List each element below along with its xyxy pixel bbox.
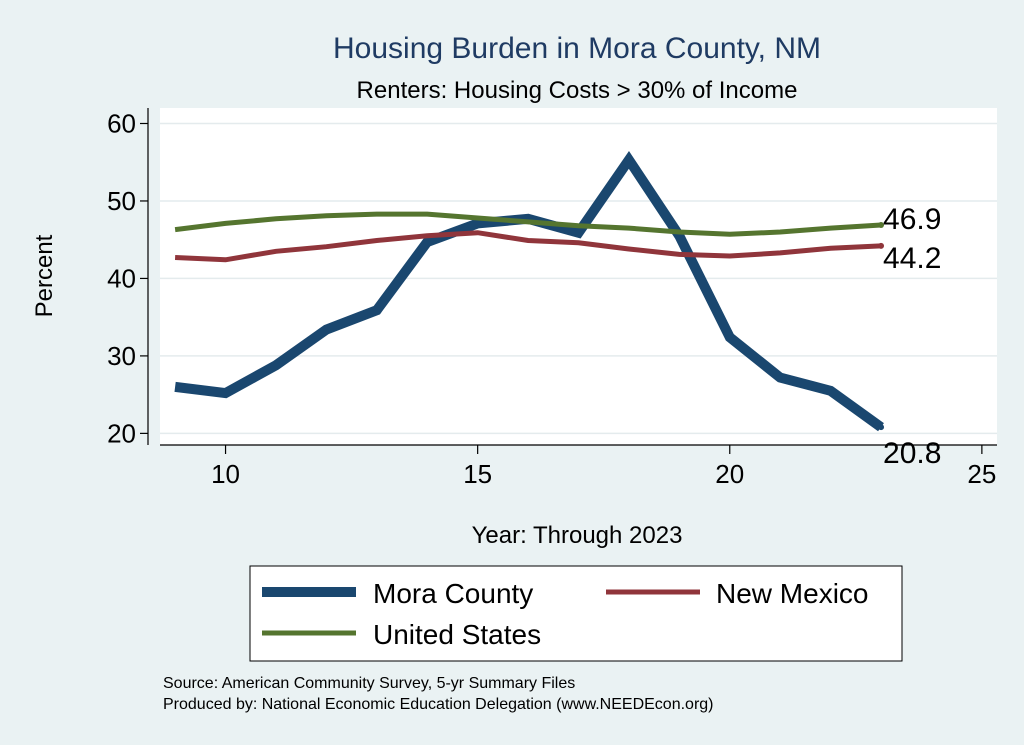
series-line-united-states bbox=[174, 211, 882, 237]
end-label-new-mexico: 44.2 bbox=[883, 242, 941, 275]
chart-title: Housing Burden in Mora County, NM bbox=[333, 32, 821, 65]
x-tick-label: 25 bbox=[967, 459, 996, 489]
legend-label-united-states: United States bbox=[373, 619, 541, 650]
series-end-marker bbox=[878, 424, 885, 431]
y-tick-label: 30 bbox=[107, 341, 136, 371]
source-note: Source: American Community Survey, 5-yr … bbox=[163, 675, 575, 692]
x-tick-label: 15 bbox=[463, 459, 492, 489]
axes: 20 30 40 50 60 10 15 20 25 bbox=[107, 108, 997, 489]
y-tick-label: 40 bbox=[107, 263, 136, 293]
y-tick-label: 50 bbox=[107, 186, 136, 216]
end-label-mora-county: 20.8 bbox=[883, 437, 941, 470]
y-tick-label: 20 bbox=[107, 418, 136, 448]
end-label-united-states: 46.9 bbox=[883, 203, 941, 236]
series-line-mora-county bbox=[174, 150, 884, 432]
series-line-new-mexico bbox=[174, 230, 882, 263]
x-tick-label: 10 bbox=[211, 459, 240, 489]
series-lines bbox=[174, 150, 885, 432]
series-end-marker bbox=[878, 221, 885, 228]
x-tick-label: 20 bbox=[715, 459, 744, 489]
chart-subtitle: Renters: Housing Costs > 30% of Income bbox=[357, 77, 798, 104]
legend-label-mora-county: Mora County bbox=[373, 578, 533, 609]
series-end-marker bbox=[878, 242, 885, 249]
x-axis-title: Year: Through 2023 bbox=[472, 522, 683, 549]
y-axis-title: Percent bbox=[31, 234, 58, 317]
legend: Mora County New Mexico United States bbox=[262, 578, 868, 650]
y-tick-label: 60 bbox=[107, 108, 136, 138]
legend-label-new-mexico: New Mexico bbox=[716, 578, 868, 609]
end-labels: 20.8 44.2 46.9 bbox=[883, 203, 941, 470]
legend-box bbox=[249, 565, 903, 662]
gridlines bbox=[160, 122, 997, 435]
plot-area bbox=[160, 108, 997, 445]
producer-note: Produced by: National Economic Education… bbox=[163, 696, 714, 713]
